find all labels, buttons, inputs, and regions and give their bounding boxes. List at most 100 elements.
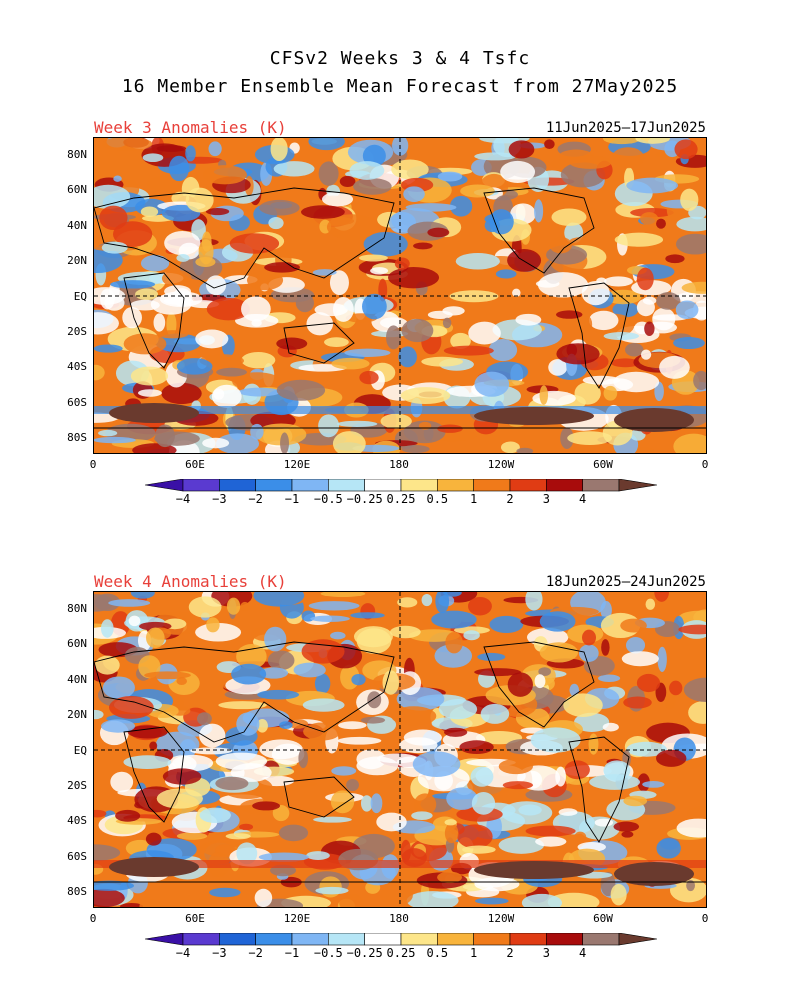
anomaly-blob — [502, 781, 534, 790]
anomaly-blob — [386, 325, 401, 350]
colorbar-segment — [509, 932, 547, 946]
anomaly-blob — [673, 336, 705, 350]
anomaly-blob — [94, 844, 121, 862]
anomaly-blob — [313, 816, 352, 823]
anomaly-blob — [659, 355, 690, 379]
anomaly-blob — [109, 696, 154, 719]
anomaly-blob — [346, 779, 359, 791]
anomaly-blob — [360, 795, 373, 812]
colorbar-tick-label: 3 — [542, 492, 550, 506]
colorbar-segment — [219, 932, 256, 946]
anomaly-blob — [156, 788, 203, 809]
lat-tick-label: 80S — [67, 431, 87, 444]
anomaly-blob — [211, 384, 242, 408]
anomaly-blob — [495, 269, 517, 279]
anomaly-blob — [306, 312, 334, 336]
anomaly-blob — [610, 358, 640, 368]
anomaly-blob — [444, 727, 468, 737]
anomaly-blob — [101, 241, 128, 254]
anomaly-blob — [176, 254, 190, 262]
anomaly-blob — [635, 138, 670, 144]
anomaly-blob — [518, 804, 542, 816]
colorbar-tick-label: −4 — [175, 492, 191, 506]
lon-tick-label: 0 — [89, 912, 97, 925]
anomaly-blob — [411, 811, 433, 820]
anomaly-blob — [418, 421, 432, 430]
anomaly-blob — [241, 351, 276, 369]
anomaly-blob — [556, 343, 600, 365]
anomaly-blob — [421, 593, 433, 607]
anomaly-blob — [594, 818, 614, 827]
anomaly-blob — [640, 349, 652, 360]
anomaly-blob — [537, 272, 589, 298]
anomaly-blob — [176, 358, 213, 375]
anomaly-blob — [176, 832, 208, 840]
anomaly-blob — [196, 712, 212, 726]
strong-anomaly-blob — [614, 408, 694, 432]
anomaly-blob — [574, 831, 587, 843]
anomaly-blob — [539, 642, 579, 663]
anomaly-blob — [353, 178, 392, 195]
coastline — [94, 187, 395, 289]
anomaly-blob — [444, 819, 457, 826]
anomaly-blob — [626, 177, 678, 194]
lat-tick-label: 40N — [67, 219, 87, 232]
anomaly-blob — [437, 424, 463, 433]
anomaly-blob — [583, 316, 593, 333]
anomaly-blob — [332, 297, 354, 322]
strong-anomaly-blob — [614, 862, 694, 886]
anomaly-blob — [94, 809, 107, 818]
anomaly-blob — [329, 270, 349, 296]
anomaly-blob — [532, 390, 576, 406]
anomaly-blob — [468, 596, 492, 616]
anomaly-blob — [308, 601, 360, 611]
colorbar-segment — [364, 932, 402, 946]
lon-tick-label: 120W — [487, 912, 515, 925]
anomaly-blob — [128, 615, 141, 627]
lon-tick-label: 120E — [283, 458, 311, 471]
strong-anomaly-blob — [474, 407, 594, 425]
anomaly-blob — [270, 138, 288, 162]
anomaly-blob — [185, 187, 214, 213]
anomaly-blob — [474, 877, 520, 892]
anomaly-blob — [314, 673, 331, 694]
anomaly-blob — [226, 597, 241, 615]
anomaly-blob — [582, 629, 597, 646]
anomaly-blob — [146, 627, 165, 649]
anomaly-blob — [437, 171, 463, 182]
southern-band — [94, 860, 706, 868]
anomaly-blob — [94, 312, 119, 335]
anomaly-blob — [664, 693, 676, 709]
anomaly-blob — [94, 344, 123, 353]
anomaly-blob — [115, 809, 141, 822]
anomaly-blob — [100, 619, 114, 638]
anomaly-blob — [477, 652, 506, 661]
colorbar-segment — [546, 932, 583, 946]
anomaly-blob — [257, 689, 300, 700]
lon-tick-label: 60E — [185, 458, 205, 471]
anomaly-blob — [331, 766, 357, 776]
week3-colorbar: −4 −3 −2 −1 −0.5 −0.25 0.25 0.5 1 2 3 4 — [144, 478, 658, 508]
anomaly-blob — [215, 433, 260, 453]
anomaly-blob — [279, 721, 293, 729]
anomaly-blob — [656, 292, 681, 310]
colorbar-segment — [182, 478, 220, 492]
lon-tick-label: 180 — [389, 458, 409, 471]
anomaly-blob — [613, 821, 640, 832]
colorbar-segment — [182, 932, 220, 946]
anomaly-blob — [276, 379, 326, 401]
anomaly-blob — [208, 141, 222, 157]
week3-date-range: 11Jun2025—17Jun2025 — [545, 120, 706, 136]
anomaly-blob — [156, 330, 189, 339]
colorbar-tick-label: −2 — [248, 492, 263, 506]
anomaly-blob — [264, 262, 300, 273]
anomaly-blob — [413, 242, 433, 250]
strong-anomaly-blob — [109, 857, 199, 877]
anomaly-blob — [246, 270, 284, 291]
anomaly-blob — [431, 610, 477, 629]
anomaly-blob — [206, 297, 250, 321]
anomaly-blob — [127, 725, 168, 739]
anomaly-blob — [640, 212, 659, 226]
anomaly-blob — [521, 893, 563, 907]
anomaly-blob — [94, 436, 136, 444]
